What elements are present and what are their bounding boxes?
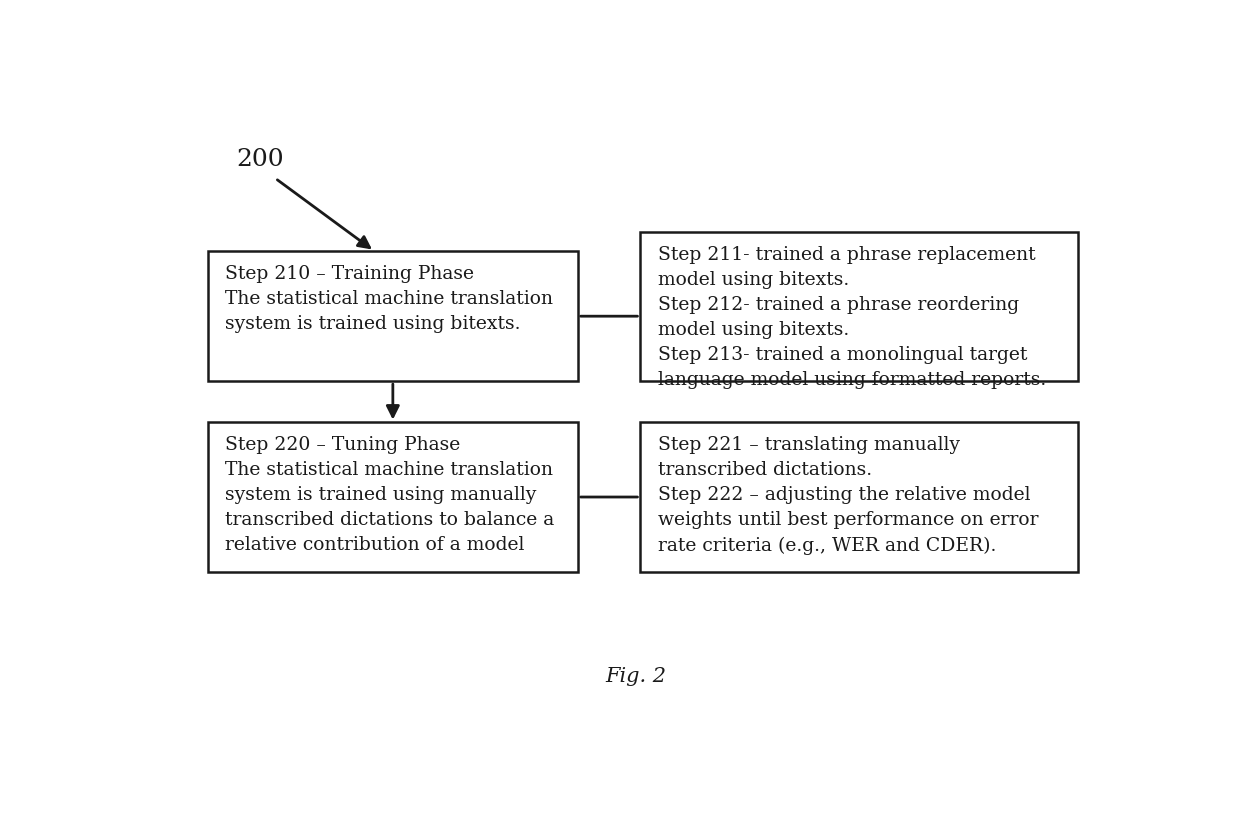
Text: Step 220 – Tuning Phase
The statistical machine translation
system is trained us: Step 220 – Tuning Phase The statistical … — [226, 437, 554, 555]
FancyBboxPatch shape — [208, 251, 578, 382]
Text: Step 221 – translating manually
transcribed dictations.
Step 222 – adjusting the: Step 221 – translating manually transcri… — [657, 437, 1038, 555]
Text: Step 211- trained a phrase replacement
model using bitexts.
Step 212- trained a : Step 211- trained a phrase replacement m… — [657, 246, 1045, 389]
FancyBboxPatch shape — [640, 232, 1078, 382]
FancyBboxPatch shape — [208, 423, 578, 572]
Text: Fig. 2: Fig. 2 — [605, 667, 666, 686]
FancyBboxPatch shape — [640, 423, 1078, 572]
Text: Step 210 – Training Phase
The statistical machine translation
system is trained : Step 210 – Training Phase The statistica… — [226, 265, 553, 333]
Text: 200: 200 — [237, 147, 284, 171]
